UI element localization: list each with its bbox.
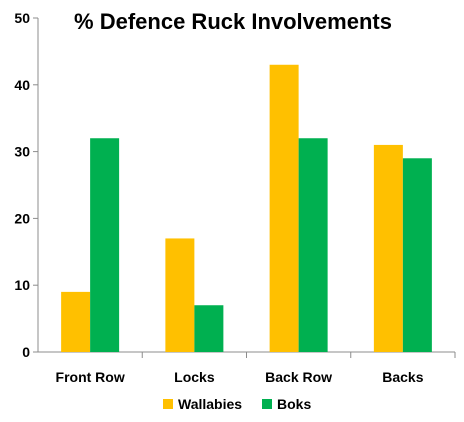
- chart-title: % Defence Ruck Involvements: [74, 9, 392, 34]
- bar-boks-front-row: [90, 138, 120, 352]
- bar-boks-backs: [402, 158, 432, 352]
- y-tick-label: 50: [14, 10, 30, 26]
- x-tick-label: Front Row: [56, 369, 125, 385]
- axes: 0 10 20 30 40 50 Front Row Locks Back Row Backs: [14, 10, 456, 385]
- x-tick-label: Backs: [382, 369, 423, 385]
- x-tick-label: Back Row: [265, 369, 332, 385]
- bars: [61, 64, 432, 352]
- legend-swatch-boks: [262, 399, 272, 409]
- legend-label-boks: Boks: [277, 396, 311, 412]
- y-tick-label: 30: [14, 144, 30, 160]
- bar-wallabies-back-row: [269, 64, 299, 352]
- legend: Wallabies Boks: [163, 396, 311, 412]
- bar-wallabies-locks: [165, 238, 195, 352]
- y-tick-label: 40: [14, 77, 30, 93]
- y-tick-label: 0: [22, 344, 30, 360]
- bar-boks-locks: [194, 305, 224, 352]
- legend-swatch-wallabies: [163, 399, 173, 409]
- y-tick-label: 10: [14, 277, 30, 293]
- bar-boks-back-row: [298, 138, 328, 352]
- bar-wallabies-backs: [373, 144, 403, 352]
- y-tick-label: 20: [14, 210, 30, 226]
- x-tick-label: Locks: [174, 369, 215, 385]
- legend-label-wallabies: Wallabies: [178, 396, 242, 412]
- bar-wallabies-front-row: [61, 291, 91, 352]
